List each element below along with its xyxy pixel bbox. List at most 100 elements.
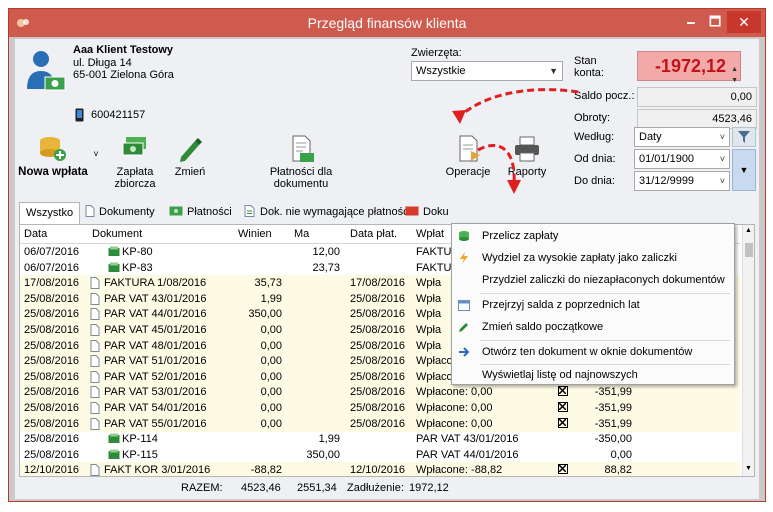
phone-icon (75, 108, 84, 122)
cell-wplat: FAKTU (416, 246, 452, 258)
table-footer: RAZEM: 4523,46 2551,34 Zadłużenie: 1972,… (19, 479, 755, 497)
operations-icon (459, 135, 480, 162)
table-row[interactable]: 06/07/2016 KP-83 23,73 FAKTU (20, 260, 740, 276)
tab-platnosci[interactable]: Płatności (169, 202, 232, 223)
table-row[interactable]: 25/08/2016 PAR VAT 53/01/2016 0,00 25/08/20… (20, 384, 740, 401)
col-data-plat[interactable]: Data płat. (350, 228, 398, 240)
settled-checkbox[interactable] (558, 386, 568, 397)
document-icon (90, 355, 100, 368)
platnosci-dokumentu-button[interactable]: Płatności dla dokumentu (261, 135, 341, 190)
menu-item-zmien-saldo[interactable]: Zmień saldo początkowe (452, 317, 734, 338)
scroll-up-icon[interactable]: ▲ (745, 227, 752, 234)
filter-button[interactable] (732, 127, 756, 147)
expand-filters-button[interactable]: ▼ (732, 149, 756, 191)
chevron-down-icon: ▼ (549, 66, 558, 76)
scroll-down-icon[interactable]: ▼ (745, 465, 752, 472)
menu-item-wyswietlaj[interactable]: Wyświetlaj listę od najnowszych (452, 365, 734, 386)
raporty-button[interactable]: Raporty (501, 135, 553, 178)
cell-document: PAR VAT 44/01/2016 (104, 308, 207, 321)
document-money-icon (292, 135, 314, 162)
zwierzeta-value: Wszystkie (416, 65, 466, 77)
chevron-down-icon: ˅ (719, 176, 725, 186)
spin-up-icon[interactable]: ▲ (731, 66, 738, 73)
tab-dok-nie-wymagajace[interactable]: Dok. nie wymagające płatność (244, 202, 409, 223)
tab-wszystko[interactable]: Wszystko (19, 202, 81, 224)
cell-saldo: -351,99 (594, 386, 632, 399)
cell-saldo: -351,99 (594, 417, 632, 430)
cell-wplat: Wpłacone: 0,00 (416, 417, 493, 430)
tab-dokumenty-2[interactable]: Doku (405, 202, 449, 223)
obroty-field: 4523,46 (637, 109, 757, 129)
cell-date: 25/08/2016 (24, 339, 80, 352)
nowa-wplata-button[interactable]: Nowa wpłata (17, 135, 89, 178)
operacje-button[interactable]: Operacje (439, 135, 497, 178)
zmien-button[interactable]: Zmień (165, 135, 215, 178)
table-row[interactable]: 06/07/2016 KP-80 12,00 FAKTU (20, 244, 740, 260)
menu-separator (480, 340, 730, 341)
stan-konta-field[interactable]: -1972,12 ▲ ▼ (637, 51, 741, 84)
settled-checkbox[interactable] (558, 464, 568, 475)
col-winien[interactable]: Winien (238, 228, 272, 240)
x-mark-icon (559, 403, 566, 410)
minimize-button[interactable]: 🗕 (686, 14, 696, 29)
menu-item-przejrzyj[interactable]: Przejrzyj salda z poprzednich lat (452, 295, 734, 316)
menu-item-wydziel[interactable]: Wydziel za wysokie zapłaty jako zaliczki (452, 248, 734, 269)
cell-winien: 350,00 (248, 308, 282, 321)
zaplata-label-2: zbiorcza (114, 178, 156, 190)
table-row[interactable]: 12/10/2016 FAKT KOR 3/01/2016 -88,82 12/10/… (20, 462, 740, 477)
col-ma[interactable]: Ma (294, 228, 310, 240)
menu-item-przelicz[interactable]: Przelicz zapłaty (452, 226, 734, 247)
pencil-icon (459, 323, 468, 332)
zaplata-label-1: Zapłata (116, 166, 154, 178)
menu-item-otworz[interactable]: Otwórz ten dokument w oknie dokumentów (452, 342, 734, 363)
cell-date: 25/08/2016 (24, 417, 80, 430)
cell-winien: 0,00 (260, 370, 282, 383)
chevron-down-icon: ˅ (719, 154, 725, 164)
wedlug-select[interactable]: Daty ˅ (634, 127, 730, 147)
col-data[interactable]: Data (24, 228, 48, 240)
cell-data-plat: 25/08/2016 (350, 417, 406, 430)
table-row[interactable]: 25/08/2016 PAR VAT 54/01/2016 0,00 25/08/20… (20, 400, 740, 416)
zwierzeta-label: Zwierzęta: (411, 47, 462, 59)
tab-label: Płatności (187, 206, 232, 218)
zwierzeta-select[interactable]: Wszystkie ▼ (411, 61, 563, 81)
zadluzenie-label: Zadłużenie: (347, 482, 404, 494)
cell-data-plat: 25/08/2016 (350, 355, 406, 368)
x-mark-icon (559, 465, 566, 473)
cell-wplat: Wpła (416, 339, 442, 352)
payment-icon (108, 246, 120, 256)
table-row[interactable]: 25/08/2016 KP-114 1,99 PAR VAT 43/01/2016 -3… (20, 431, 740, 447)
col-dokument[interactable]: Dokument (92, 228, 143, 240)
menu-item-label: Wyświetlaj listę od najnowszych (482, 369, 638, 381)
tab-label: Wszystko (26, 207, 74, 219)
settled-checkbox[interactable] (558, 402, 568, 412)
spin-down-icon[interactable]: ▼ (731, 77, 738, 84)
title-bar[interactable]: Przegląd finansów klienta 🗕 🗖 ✕ (9, 9, 765, 37)
table-row[interactable]: 25/08/2016 KP-115 350,00 PAR VAT 44/01/2016… (20, 447, 740, 463)
saldo-field: 0,00 (637, 87, 757, 107)
zaplata-zbiorcza-button[interactable]: Zapłata zbiorcza (105, 135, 165, 190)
cell-winien: 0,00 (260, 355, 282, 368)
maximize-button[interactable]: 🗖 (708, 14, 722, 29)
document-icon (90, 402, 100, 414)
menu-item-przydziel[interactable]: Przydziel zaliczki do niezapłaconych dok… (452, 270, 734, 291)
cell-date: 12/10/2016 (24, 464, 80, 477)
cell-date: 25/08/2016 (24, 448, 80, 461)
tab-dokumenty[interactable]: Dokumenty (85, 202, 155, 223)
settled-checkbox[interactable] (558, 417, 568, 428)
vertical-scrollbar[interactable]: ▲ ▼ (742, 225, 754, 476)
document-icon (90, 370, 100, 383)
scrollbar-thumb[interactable] (745, 243, 753, 257)
do-dnia-date[interactable]: 31/12/9999 ˅ (634, 171, 730, 191)
close-button[interactable]: ✕ (727, 11, 761, 33)
od-dnia-date[interactable]: 01/01/1900 ˅ (634, 149, 730, 169)
col-wplat[interactable]: Wpłat (416, 228, 445, 240)
cell-winien: 0,00 (260, 417, 282, 430)
menu-item-label: Przydziel zaliczki do niezapłaconych dok… (482, 274, 725, 286)
do-dnia-label: Do dnia: (574, 175, 615, 187)
table-row[interactable]: 25/08/2016 PAR VAT 55/01/2016 0,00 25/08/20… (20, 415, 740, 432)
nowa-wplata-dropdown[interactable]: ˅ (91, 149, 101, 159)
menu-item-label: Zmień saldo początkowe (482, 321, 604, 333)
cell-date: 25/08/2016 (24, 292, 80, 305)
zmien-label: Zmień (174, 166, 206, 178)
